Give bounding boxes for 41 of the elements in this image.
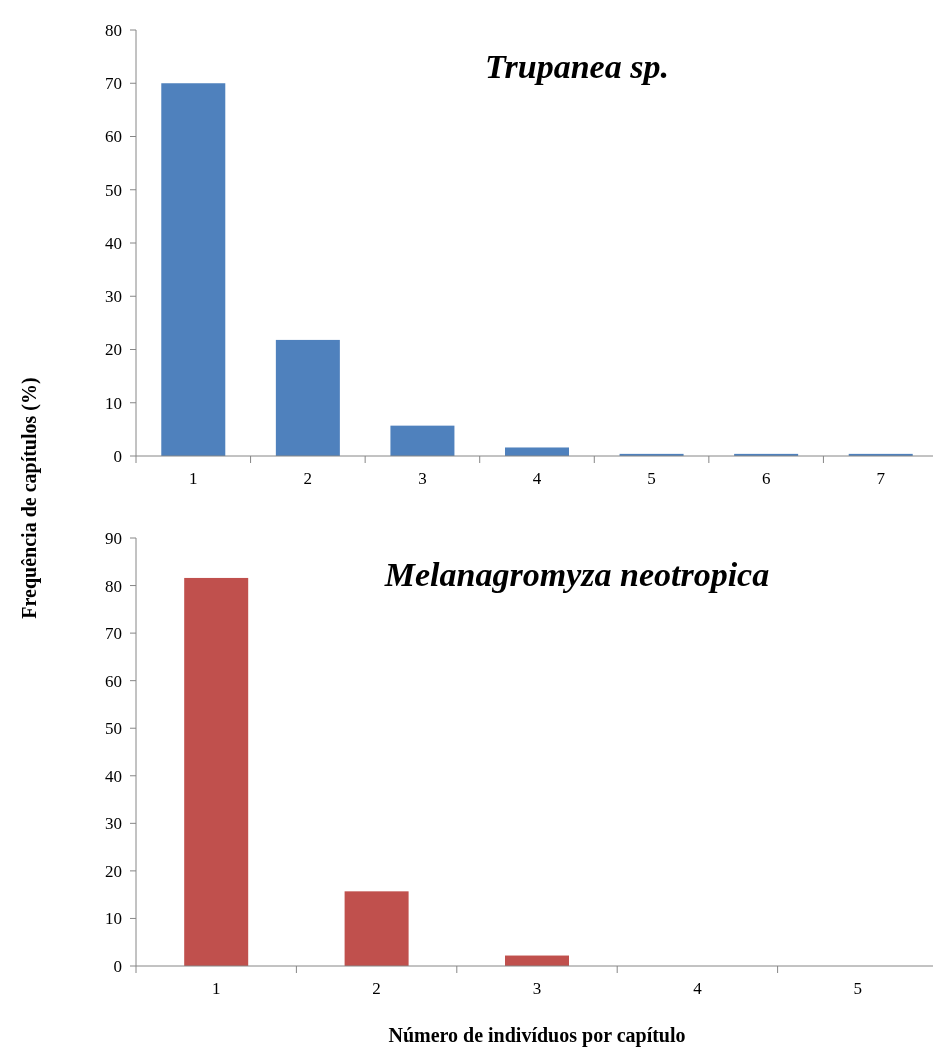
x-tick-label: 6 bbox=[761, 469, 771, 488]
y-tick-label: 70 bbox=[105, 624, 122, 644]
x-tick-label: 3 bbox=[532, 979, 542, 998]
y-tick-label: 10 bbox=[105, 909, 122, 929]
y-tick-label: 40 bbox=[105, 766, 122, 786]
y-tick-label: 20 bbox=[105, 861, 122, 881]
y-tick-label: 60 bbox=[105, 671, 122, 691]
y-tick-label: 10 bbox=[105, 393, 122, 413]
x-axis-title: Número de indivíduos por capítulo bbox=[388, 1024, 686, 1047]
bar bbox=[505, 447, 569, 456]
text: Melanagromyza neotropica bbox=[383, 556, 770, 593]
x-tick-label: 2 bbox=[303, 469, 313, 488]
y-tick-label: 70 bbox=[105, 74, 122, 94]
bar bbox=[184, 577, 249, 966]
x-tick-label: 2 bbox=[372, 979, 381, 998]
y-tick-label: 80 bbox=[105, 576, 122, 596]
x-tick-label: 5 bbox=[853, 979, 863, 998]
y-tick-label: 0 bbox=[113, 446, 122, 466]
x-tick-label: 1 bbox=[189, 469, 198, 488]
bar bbox=[390, 425, 455, 456]
y-tick-label: 50 bbox=[105, 719, 122, 739]
bar bbox=[161, 83, 226, 456]
x-tick-label: 4 bbox=[532, 469, 542, 488]
x-tick-label: 3 bbox=[418, 469, 427, 488]
x-tick-label: 4 bbox=[693, 979, 703, 998]
y-tick-label: 30 bbox=[105, 287, 122, 307]
x-tick-label: 1 bbox=[211, 979, 221, 998]
bar bbox=[344, 891, 409, 966]
y-tick-label: 60 bbox=[105, 127, 122, 147]
text: Trupanea sp. bbox=[485, 48, 669, 85]
y-tick-label: 40 bbox=[105, 233, 122, 253]
x-tick-label: 7 bbox=[876, 469, 886, 488]
y-tick-label: 50 bbox=[105, 180, 122, 200]
y-tick-label: 30 bbox=[105, 814, 122, 834]
bar bbox=[275, 339, 340, 456]
y-tick-label: 20 bbox=[105, 340, 122, 360]
y-axis-title: Frequência de capítulos (%) bbox=[18, 377, 41, 619]
y-tick-label: 90 bbox=[105, 528, 122, 548]
y-tick-label: 0 bbox=[113, 956, 122, 976]
x-tick-label: 5 bbox=[647, 469, 656, 488]
y-tick-label: 80 bbox=[105, 20, 122, 40]
